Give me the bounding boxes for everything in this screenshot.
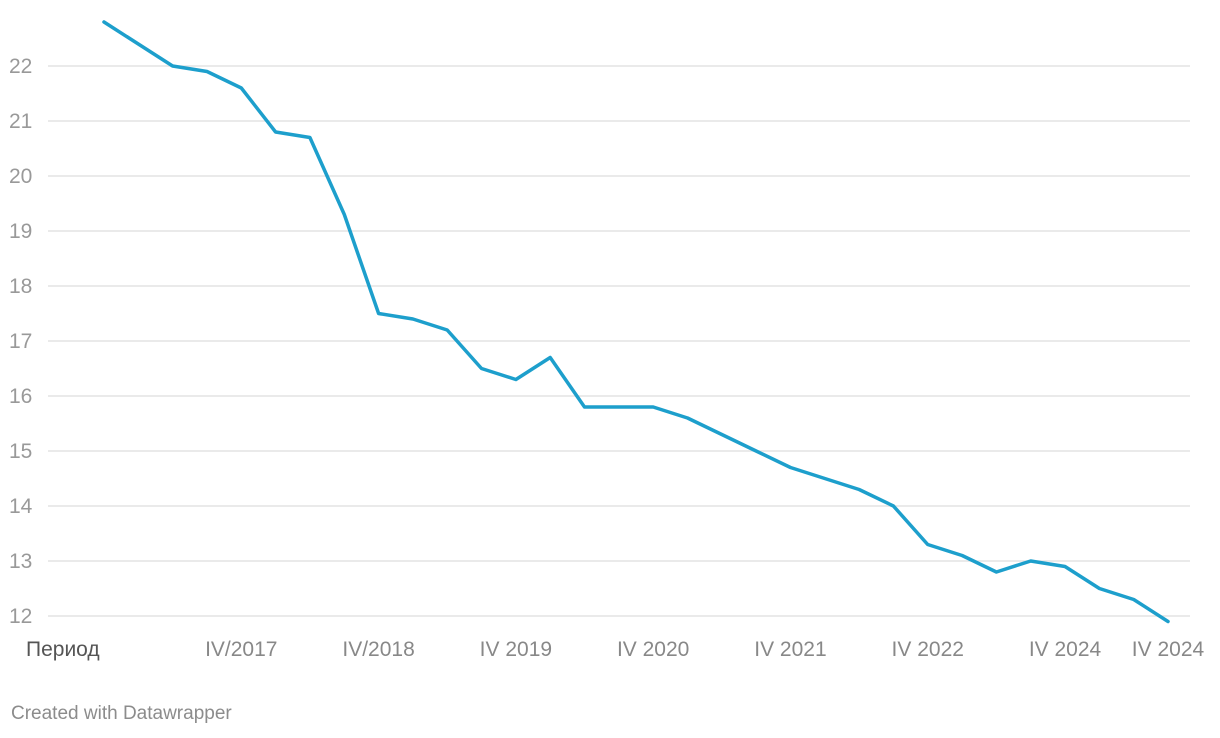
x-axis-title: Период xyxy=(26,638,100,661)
x-tick-label: IV 2024 xyxy=(1029,638,1102,661)
y-axis-ticks: 12 13 14 15 16 17 18 19 20 21 22 xyxy=(9,55,33,628)
x-axis-ticks: Период IV/2017 IV/2018 IV 2019 IV 2020 IV 202… xyxy=(26,638,1205,661)
y-tick-label: 17 xyxy=(9,330,32,353)
y-tick-label: 22 xyxy=(9,55,32,78)
y-tick-label: 15 xyxy=(9,440,32,463)
y-tick-label: 21 xyxy=(9,110,32,133)
y-tick-label: 12 xyxy=(9,605,32,628)
y-tick-label: 16 xyxy=(9,385,32,408)
datawrapper-credit[interactable]: Created with Datawrapper xyxy=(11,703,232,724)
line-chart: 12 13 14 15 16 17 18 19 20 21 22 Период IV/2017 IV/2… xyxy=(9,20,1205,661)
series-line-0 xyxy=(102,20,1170,624)
x-tick-label: IV 2020 xyxy=(617,638,689,661)
y-tick-label: 19 xyxy=(9,220,32,243)
x-tick-label: IV 2022 xyxy=(892,638,964,661)
y-tick-label: 13 xyxy=(9,550,32,573)
x-tick-label: IV 2024 xyxy=(1132,638,1205,661)
y-tick-label: 20 xyxy=(9,165,32,188)
gridlines xyxy=(48,65,1190,617)
y-tick-label: 14 xyxy=(9,495,33,518)
series-layer xyxy=(102,20,1170,624)
x-tick-label: IV 2019 xyxy=(480,638,552,661)
x-tick-label: IV 2021 xyxy=(754,638,826,661)
x-tick-label: IV/2017 xyxy=(205,638,277,661)
x-tick-label: IV/2018 xyxy=(342,638,414,661)
y-tick-label: 18 xyxy=(9,275,32,298)
